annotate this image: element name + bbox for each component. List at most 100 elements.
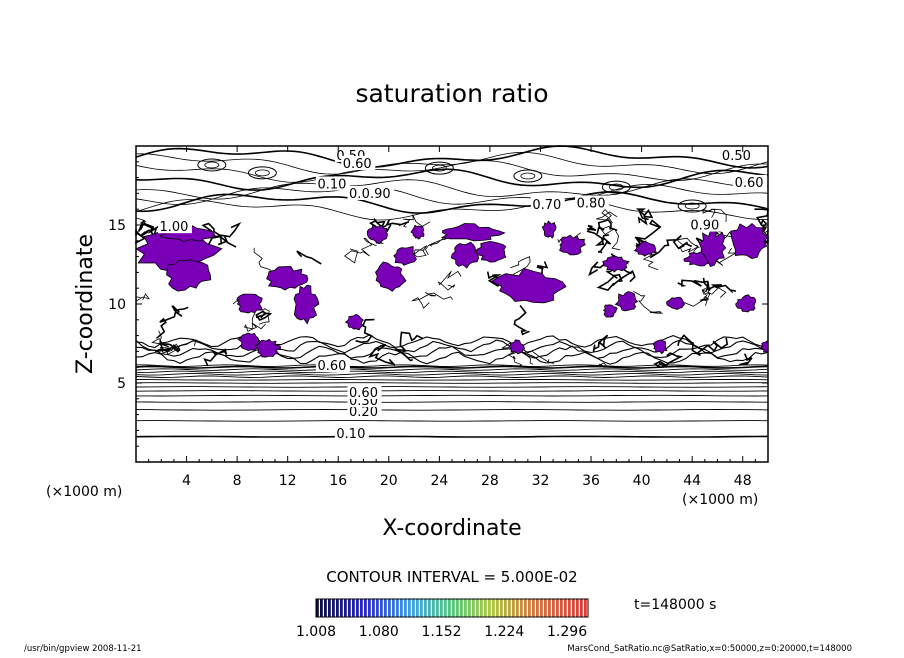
colorbar-segment	[580, 599, 583, 617]
contour-loop	[601, 180, 631, 194]
contour-loop	[608, 183, 624, 191]
contour-label-bg	[575, 195, 610, 210]
contour-line	[135, 435, 769, 438]
colorbar-segment	[432, 599, 435, 617]
colorbar-segment	[324, 599, 327, 617]
colorbar-segment	[464, 599, 467, 617]
colorbar	[316, 599, 587, 617]
contour-loop	[677, 199, 707, 213]
colorbar-segment	[396, 599, 399, 617]
x-tick-label: 48	[734, 473, 752, 489]
colorbar-segment	[496, 599, 499, 617]
y-axis-label: Z-coordinate	[73, 234, 98, 374]
contour-label: 0.60	[349, 386, 378, 401]
contour-loop	[254, 169, 270, 177]
colorbar-segment	[500, 599, 503, 617]
y-tick-label: 10	[108, 297, 126, 313]
upper-contour-lines	[135, 145, 769, 221]
supersaturation-fill	[237, 332, 260, 351]
supersaturation-fill	[633, 241, 657, 257]
x-unit-right: (×1000 m)	[682, 492, 758, 508]
contour-line	[586, 224, 605, 247]
contour-line	[596, 269, 636, 292]
supersaturation-fill	[735, 294, 756, 313]
contour-line	[653, 352, 684, 368]
colorbar-segment	[524, 599, 527, 617]
supersaturation-fill	[450, 241, 480, 269]
colorbar-segment	[368, 599, 371, 617]
colorbar-segment	[556, 599, 559, 617]
colorbar-segment	[468, 599, 471, 617]
contour-line	[649, 234, 693, 259]
contour-line	[135, 379, 769, 381]
colorbar-segment	[484, 599, 487, 617]
contour-label: 0.10	[317, 178, 346, 193]
colorbar-segment	[348, 599, 351, 617]
supersaturation-fill	[508, 339, 526, 355]
contour-interval: CONTOUR INTERVAL = 5.000E-02	[326, 568, 577, 586]
x-tick-label: 40	[633, 473, 651, 489]
colorbar-segment	[356, 599, 359, 617]
contour-line	[135, 225, 160, 245]
colorbar-segment	[316, 599, 319, 617]
colorbar-segment	[364, 599, 367, 617]
contour-line	[201, 221, 242, 248]
contour-line	[135, 401, 769, 403]
supersaturation-fill	[698, 229, 727, 267]
colorbar-segment	[416, 599, 419, 617]
contour-line	[135, 151, 769, 175]
contour-line	[135, 375, 769, 378]
x-axis-ticks: 4 8 12 16 20 24 28 32 36 40 44 48	[148, 146, 756, 489]
contour-line	[135, 420, 769, 422]
contour-label: 0.90	[690, 219, 719, 234]
colorbar-segment	[360, 599, 363, 617]
colorbar-segment	[344, 599, 347, 617]
contour-label: 0.70	[532, 198, 561, 213]
supersaturation-fill	[254, 338, 282, 358]
colorbar-segment	[488, 599, 491, 617]
contour-line	[344, 237, 377, 264]
colorbar-segment	[372, 599, 375, 617]
colorbar-segment	[340, 599, 343, 617]
colorbar-segment	[460, 599, 463, 617]
colorbar-segment	[560, 599, 563, 617]
colorbar-segment	[424, 599, 427, 617]
colorbar-segment	[520, 599, 523, 617]
contour-loop	[684, 202, 700, 210]
colorbar-segment	[492, 599, 495, 617]
contour-line	[135, 350, 769, 365]
contour-line	[137, 220, 158, 240]
x-unit-left: (×1000 m)	[46, 484, 122, 500]
colorbar-segment	[428, 599, 431, 617]
supersaturation-fill	[410, 224, 425, 240]
supersaturation-fill	[266, 265, 309, 291]
supersaturation-fill	[652, 339, 668, 355]
contour-line	[151, 330, 170, 348]
contour-line	[706, 247, 737, 267]
contour-line	[135, 178, 769, 200]
contour-label: 0.20	[349, 405, 378, 420]
colorbar-tick-label: 1.080	[359, 624, 399, 640]
colorbar-segment	[480, 599, 483, 617]
colorbar-segment	[436, 599, 439, 617]
contour-label-bg	[334, 426, 369, 441]
chart-title: saturation ratio	[355, 79, 548, 108]
contour-line	[135, 183, 769, 206]
contour-loop	[247, 166, 277, 180]
colorbar-segment	[380, 599, 383, 617]
contour-line	[596, 208, 618, 224]
contour-line	[600, 225, 620, 251]
contour-line	[135, 160, 769, 183]
contour-label-bg	[315, 176, 350, 191]
supersaturation-fill	[490, 267, 567, 304]
plot-area: 0.100.200.300.600.600.500.500.600.600.70…	[108, 145, 769, 489]
x-axis-label: X-coordinate	[382, 516, 521, 541]
supersaturation-fill	[541, 220, 557, 239]
contour-line	[135, 191, 769, 214]
y-tick-label: 15	[108, 218, 126, 234]
colorbar-segment	[504, 599, 507, 617]
time-label: t=148000 s	[634, 597, 716, 613]
colorbar-segment	[392, 599, 395, 617]
contour-loop	[197, 158, 227, 172]
colorbar-segment	[336, 599, 339, 617]
